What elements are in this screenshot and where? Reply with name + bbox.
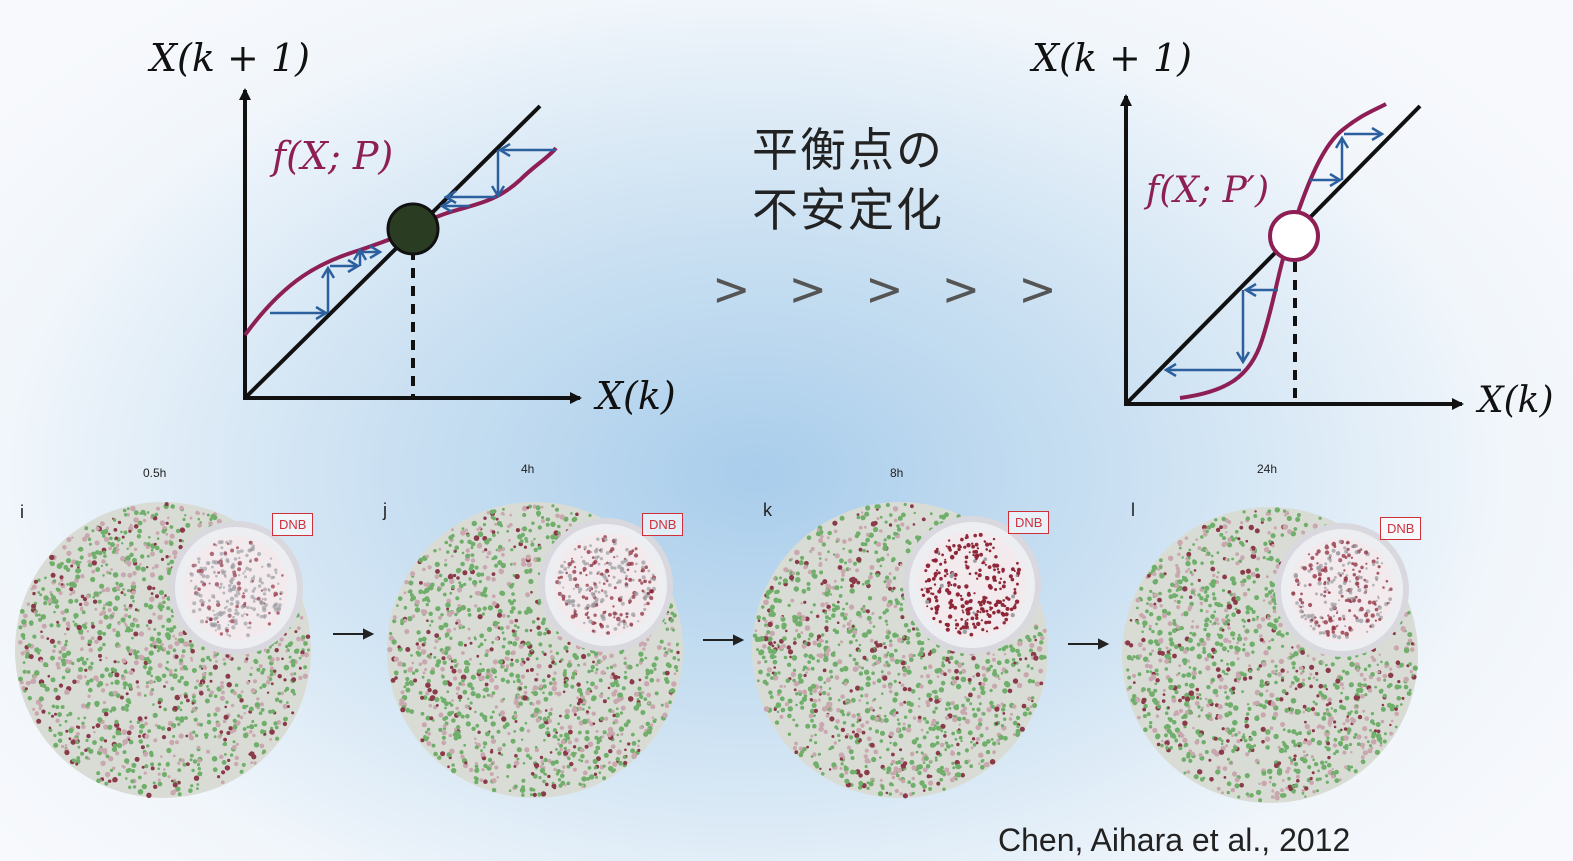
left-cobweb-arrows <box>270 150 556 313</box>
chevron-right-icon: > <box>941 262 981 316</box>
right-diagonal <box>1124 104 1422 406</box>
transition-line-1: 平衡点の <box>752 123 944 177</box>
left-diagonal <box>243 104 542 400</box>
chevron-right-icon: > <box>788 262 828 316</box>
dnb-badge: DNB <box>1380 517 1422 540</box>
transition-line-2: 不安定化 <box>752 183 944 237</box>
left-y-axis-label: X(k + 1) <box>150 36 310 80</box>
network-disc <box>15 502 311 798</box>
panel-letter: i <box>20 502 24 522</box>
network-disc <box>752 502 1048 799</box>
network-time-label: 0.5h <box>143 466 167 480</box>
right-x-axis-label: X(k) <box>1478 380 1554 421</box>
dnb-badge: DNB <box>642 513 684 536</box>
left-x-axis-label: X(k) <box>596 374 676 418</box>
network-time-label: 24h <box>1257 462 1278 476</box>
transition-title: 平衡点の 不安定化 <box>752 120 944 240</box>
chevron-row: > > > > > <box>712 262 1057 316</box>
left-function-label: f(X; P) <box>272 134 394 178</box>
dnb-badge: DNB <box>272 513 314 536</box>
network-time-label: 8h <box>890 466 904 480</box>
network-graphs <box>15 502 1418 803</box>
right-function-label: f(X; P′) <box>1146 170 1270 211</box>
chevron-right-icon: > <box>865 262 904 316</box>
chevron-right-icon: > <box>712 262 751 316</box>
right-cobweb-arrows <box>1166 134 1382 370</box>
stable-equilibrium-point <box>386 202 440 256</box>
network-flow-arrows <box>333 628 1110 650</box>
panel-letter: j <box>383 500 387 520</box>
network-disc <box>1122 507 1418 803</box>
network-disc <box>387 502 683 798</box>
unstable-equilibrium-point <box>1268 210 1320 262</box>
dnb-badge: DNB <box>1008 511 1050 534</box>
panel-letter: k <box>763 500 772 520</box>
chevron-right-icon: > <box>1018 262 1057 316</box>
right-y-axis-label: X(k + 1) <box>1032 36 1192 80</box>
network-time-label: 4h <box>521 462 535 476</box>
panel-letter: l <box>1131 500 1135 520</box>
citation: Chen, Aihara et al., 2012 <box>998 822 1351 858</box>
